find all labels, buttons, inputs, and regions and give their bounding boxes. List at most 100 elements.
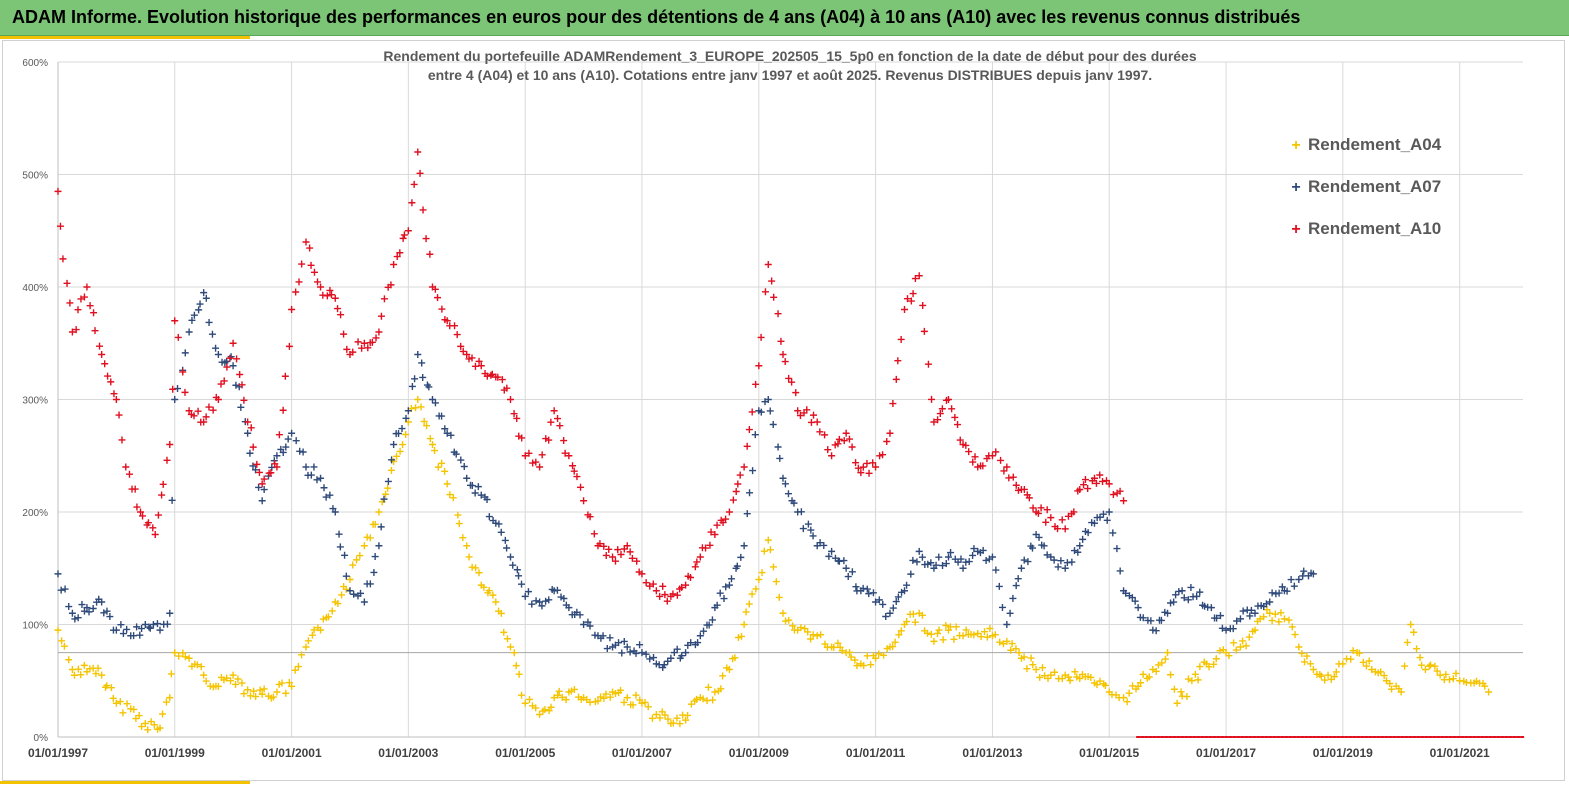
data-point-rendement-a07 xyxy=(1216,612,1224,620)
data-point-rendement-a07 xyxy=(310,463,318,471)
data-point-rendement-a10 xyxy=(220,377,228,385)
data-point-rendement-a07 xyxy=(942,560,950,568)
data-point-rendement-a10 xyxy=(453,331,461,339)
data-point-rendement-a07 xyxy=(282,443,290,451)
data-point-rendement-a10 xyxy=(510,410,518,418)
data-point-rendement-a04 xyxy=(317,626,325,634)
data-point-rendement-a04 xyxy=(1210,660,1218,668)
data-point-rendement-a10 xyxy=(872,463,880,471)
data-point-rendement-a07 xyxy=(740,542,748,550)
data-point-rendement-a07 xyxy=(492,519,500,527)
data-point-rendement-a07 xyxy=(603,645,611,653)
data-point-rendement-a04 xyxy=(652,711,660,718)
data-point-rendement-a04 xyxy=(1230,639,1238,647)
data-point-rendement-a04 xyxy=(1184,675,1192,683)
data-point-rendement-a04 xyxy=(162,698,170,706)
data-point-rendement-a10 xyxy=(954,421,962,429)
x-tick-label: 01/01/2001 xyxy=(262,746,322,760)
data-point-rendement-a04 xyxy=(1485,688,1493,696)
data-point-rendement-a10 xyxy=(101,360,109,368)
data-point-rendement-a07 xyxy=(260,486,268,494)
data-point-rendement-a04 xyxy=(838,647,846,655)
data-point-rendement-a04 xyxy=(227,677,235,685)
data-point-rendement-a10 xyxy=(794,407,802,415)
data-point-rendement-a07 xyxy=(98,598,106,606)
data-point-rendement-a07 xyxy=(632,649,640,657)
data-point-rendement-a04 xyxy=(446,491,454,499)
data-point-rendement-a04 xyxy=(1277,609,1285,617)
data-point-rendement-a10 xyxy=(848,443,856,451)
data-point-rendement-a07 xyxy=(664,657,672,665)
data-point-rendement-a07 xyxy=(1035,533,1043,541)
data-point-rendement-a04 xyxy=(119,709,127,717)
data-point-rendement-a04 xyxy=(382,490,390,498)
data-point-rendement-a07 xyxy=(859,584,867,592)
data-point-rendement-a10 xyxy=(426,250,434,258)
data-point-rendement-a04 xyxy=(475,569,483,577)
data-point-rendement-a04 xyxy=(349,561,357,569)
data-point-rendement-a04 xyxy=(512,662,520,670)
data-point-rendement-a07 xyxy=(615,639,623,647)
data-point-rendement-a07 xyxy=(335,530,343,538)
data-point-rendement-a04 xyxy=(1120,694,1128,702)
data-point-rendement-a04 xyxy=(602,690,610,698)
data-point-rendement-a07 xyxy=(288,429,296,437)
data-point-rendement-a07 xyxy=(419,373,427,381)
data-point-rendement-a10 xyxy=(98,351,106,358)
data-point-rendement-a07 xyxy=(918,553,926,561)
data-point-rendement-a10 xyxy=(1058,516,1066,524)
data-point-rendement-a07 xyxy=(673,645,681,653)
data-point-rendement-a10 xyxy=(438,305,446,313)
data-point-rendement-a07 xyxy=(1207,604,1215,612)
top-banner: ADAM Informe. Evolution historique des p… xyxy=(0,0,1569,36)
data-point-rendement-a04 xyxy=(1397,688,1405,696)
data-point-rendement-a07 xyxy=(646,655,654,663)
data-point-rendement-a04 xyxy=(813,632,821,640)
data-point-rendement-a10 xyxy=(288,306,296,313)
x-tick-label: 01/01/2019 xyxy=(1313,746,1373,760)
data-point-rendement-a04 xyxy=(338,591,346,599)
data-point-rendement-a04 xyxy=(745,600,753,608)
data-point-rendement-a07 xyxy=(1222,626,1230,634)
data-point-rendement-a10 xyxy=(1000,467,1008,475)
data-point-rendement-a10 xyxy=(956,436,964,444)
data-point-rendement-a07 xyxy=(149,620,157,628)
data-point-rendement-a10 xyxy=(633,557,641,565)
data-point-rendement-a07 xyxy=(166,609,174,617)
data-point-rendement-a04 xyxy=(709,696,717,704)
data-point-rendement-a07 xyxy=(237,403,245,411)
data-point-rendement-a10 xyxy=(80,293,88,301)
data-point-rendement-a04 xyxy=(273,688,281,696)
data-point-rendement-a10 xyxy=(255,468,263,476)
x-tick-label: 01/01/2005 xyxy=(495,746,555,760)
data-point-rendement-a10 xyxy=(86,302,94,310)
legend-label-a07: Rendement_A07 xyxy=(1308,177,1442,196)
data-point-rendement-a07 xyxy=(117,621,125,629)
data-point-rendement-a04 xyxy=(1191,670,1199,678)
data-point-rendement-a07 xyxy=(620,637,628,645)
data-point-rendement-a07 xyxy=(538,602,546,610)
data-point-rendement-a10 xyxy=(992,448,1000,456)
data-point-rendement-a07 xyxy=(825,552,833,560)
data-point-rendement-a10 xyxy=(938,405,946,413)
data-point-rendement-a07 xyxy=(751,431,759,439)
data-point-rendement-a07 xyxy=(576,611,584,619)
data-point-rendement-a10 xyxy=(310,268,318,276)
data-point-rendement-a07 xyxy=(402,414,410,422)
data-point-rendement-a04 xyxy=(942,621,950,629)
data-point-rendement-a04 xyxy=(758,569,766,577)
data-point-rendement-a10 xyxy=(600,542,608,550)
data-point-rendement-a10 xyxy=(886,429,894,437)
data-point-rendement-a04 xyxy=(934,629,942,637)
data-point-rendement-a10 xyxy=(556,422,564,430)
data-point-rendement-a07 xyxy=(766,407,774,415)
data-point-rendement-a07 xyxy=(171,396,179,403)
data-point-rendement-a07 xyxy=(828,547,836,555)
data-point-rendement-a07 xyxy=(390,441,398,448)
data-point-rendement-a04 xyxy=(950,635,958,643)
data-point-rendement-a04 xyxy=(449,494,457,502)
data-point-rendement-a07 xyxy=(528,600,536,608)
data-point-rendement-a04 xyxy=(1410,628,1418,636)
data-point-rendement-a07 xyxy=(737,553,745,561)
data-point-rendement-a04 xyxy=(562,696,570,704)
